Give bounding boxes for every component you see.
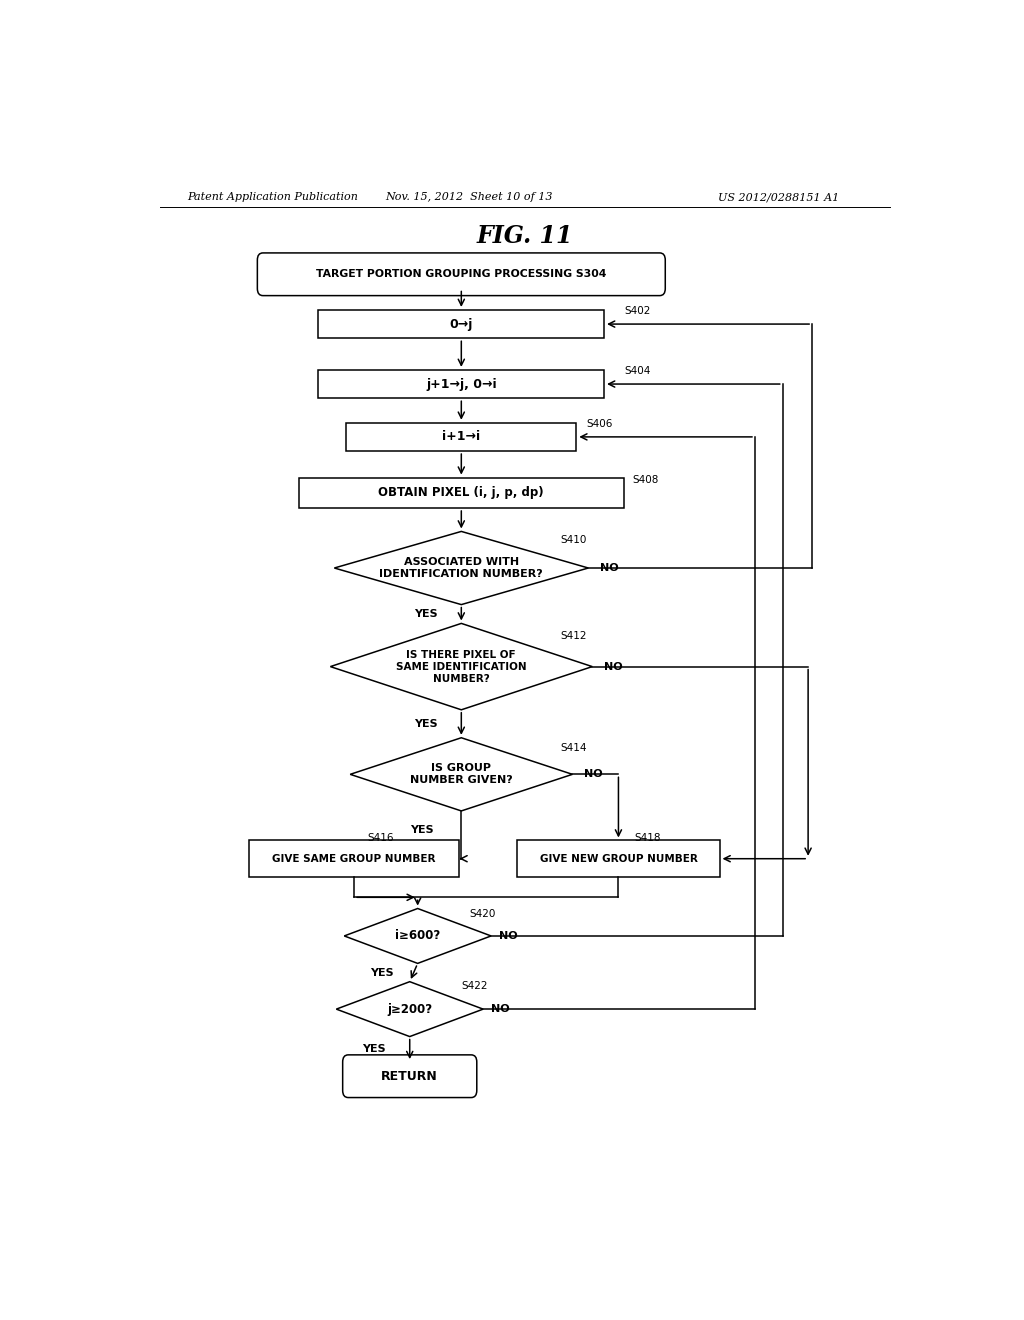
- Text: S414: S414: [560, 743, 587, 752]
- Text: YES: YES: [362, 1044, 386, 1055]
- Polygon shape: [336, 982, 483, 1036]
- FancyBboxPatch shape: [257, 253, 666, 296]
- Text: NO: NO: [492, 1005, 510, 1014]
- Text: S410: S410: [560, 535, 587, 545]
- Text: US 2012/0288151 A1: US 2012/0288151 A1: [718, 191, 840, 202]
- Text: RETURN: RETURN: [381, 1069, 438, 1082]
- Text: YES: YES: [414, 719, 437, 729]
- Text: j+1→j, 0→i: j+1→j, 0→i: [426, 378, 497, 391]
- Text: S406: S406: [587, 418, 613, 429]
- Text: TARGET PORTION GROUPING PROCESSING S304: TARGET PORTION GROUPING PROCESSING S304: [316, 269, 606, 280]
- Text: j≥200?: j≥200?: [387, 1003, 432, 1015]
- Text: GIVE SAME GROUP NUMBER: GIVE SAME GROUP NUMBER: [272, 854, 436, 863]
- Text: S418: S418: [634, 833, 660, 843]
- Text: NO: NO: [600, 564, 618, 573]
- Text: NO: NO: [499, 931, 518, 941]
- Text: S420: S420: [469, 908, 496, 919]
- Text: OBTAIN PIXEL (i, j, p, dp): OBTAIN PIXEL (i, j, p, dp): [379, 486, 544, 499]
- Polygon shape: [331, 623, 592, 710]
- Text: YES: YES: [410, 825, 433, 834]
- Text: FIG. 11: FIG. 11: [476, 223, 573, 248]
- Text: YES: YES: [414, 609, 437, 619]
- Polygon shape: [344, 908, 492, 964]
- Text: ASSOCIATED WITH
IDENTIFICATION NUMBER?: ASSOCIATED WITH IDENTIFICATION NUMBER?: [380, 557, 543, 579]
- Text: S404: S404: [624, 366, 650, 376]
- Text: Patent Application Publication: Patent Application Publication: [187, 191, 358, 202]
- Text: S412: S412: [560, 631, 587, 642]
- Text: IS GROUP
NUMBER GIVEN?: IS GROUP NUMBER GIVEN?: [410, 763, 513, 785]
- Text: S422: S422: [461, 981, 487, 991]
- Text: 0→j: 0→j: [450, 318, 473, 330]
- Text: S416: S416: [368, 833, 394, 843]
- Text: S402: S402: [624, 306, 650, 315]
- Bar: [299, 478, 624, 508]
- FancyBboxPatch shape: [343, 1055, 477, 1097]
- Text: S408: S408: [632, 475, 658, 484]
- Bar: [249, 841, 460, 876]
- Text: i+1→i: i+1→i: [442, 430, 480, 444]
- Text: Nov. 15, 2012  Sheet 10 of 13: Nov. 15, 2012 Sheet 10 of 13: [385, 191, 553, 202]
- Text: NO: NO: [585, 770, 603, 779]
- Bar: [318, 370, 604, 399]
- Text: IS THERE PIXEL OF
SAME IDENTIFICATION
NUMBER?: IS THERE PIXEL OF SAME IDENTIFICATION NU…: [396, 649, 526, 684]
- Bar: [318, 310, 604, 338]
- Text: GIVE NEW GROUP NUMBER: GIVE NEW GROUP NUMBER: [540, 854, 697, 863]
- Bar: [346, 422, 577, 451]
- Text: YES: YES: [370, 968, 394, 978]
- Text: i≥600?: i≥600?: [395, 929, 440, 942]
- Text: NO: NO: [604, 661, 623, 672]
- Bar: [517, 841, 720, 876]
- Polygon shape: [334, 532, 588, 605]
- Polygon shape: [350, 738, 572, 810]
